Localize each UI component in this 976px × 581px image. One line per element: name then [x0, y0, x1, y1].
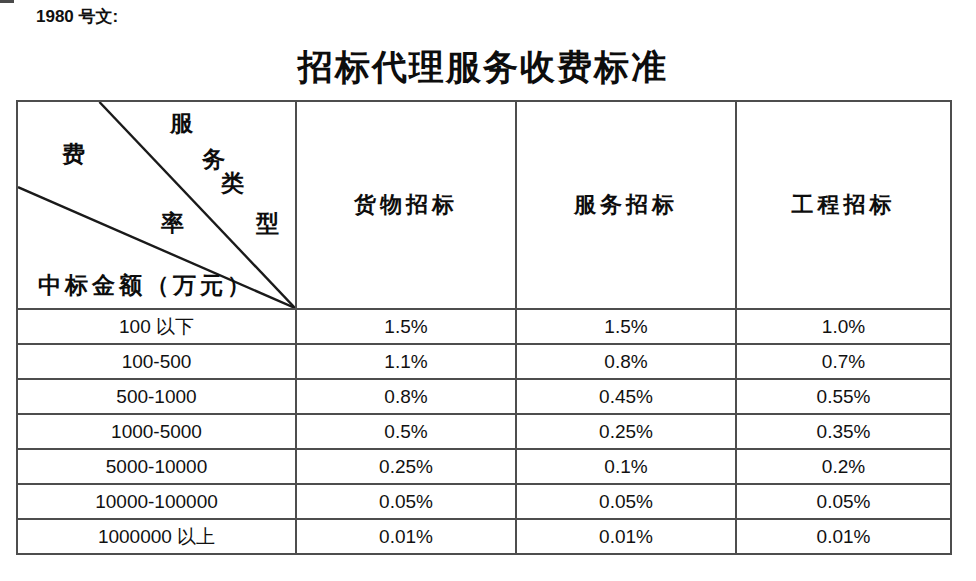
- page-corner-artifact: [0, 0, 14, 3]
- amount-range-cell: 10000-100000: [17, 484, 296, 519]
- table-row: 5000-10000 0.25% 0.1% 0.2%: [17, 449, 951, 484]
- rate-cell-engineering: 0.01%: [736, 519, 951, 554]
- amount-range-cell: 500-1000: [17, 379, 296, 414]
- rate-cell-engineering: 0.35%: [736, 414, 951, 449]
- rate-cell-engineering: 0.05%: [736, 484, 951, 519]
- rate-cell-goods: 0.25%: [296, 449, 516, 484]
- service-type-char-1: 服: [170, 112, 193, 135]
- table-header-row: 服 务 类 型 费 率 中标金额（万元） 货物招标 服务招标 工程招标: [17, 101, 951, 309]
- amount-range-cell: 1000000 以上: [17, 519, 296, 554]
- column-header-goods: 货物招标: [296, 101, 516, 309]
- rate-cell-service: 0.05%: [516, 484, 736, 519]
- table-row: 500-1000 0.8% 0.45% 0.55%: [17, 379, 951, 414]
- doc-number-label: 1980 号文:: [36, 5, 118, 28]
- rate-cell-service: 0.1%: [516, 449, 736, 484]
- amount-range-cell: 100 以下: [17, 309, 296, 344]
- service-type-char-2: 务: [202, 148, 225, 171]
- rate-cell-engineering: 0.55%: [736, 379, 951, 414]
- rate-cell-goods: 0.8%: [296, 379, 516, 414]
- amount-range-cell: 5000-10000: [17, 449, 296, 484]
- column-header-engineering: 工程招标: [736, 101, 951, 309]
- document-page: { "page": { "doc_number": "1980 号文:", "t…: [0, 0, 976, 581]
- rate-cell-engineering: 1.0%: [736, 309, 951, 344]
- table-row: 100 以下 1.5% 1.5% 1.0%: [17, 309, 951, 344]
- fee-standard-table: 服 务 类 型 费 率 中标金额（万元） 货物招标 服务招标 工程招标 100 …: [16, 100, 952, 555]
- service-type-char-3: 类: [221, 172, 244, 195]
- rate-cell-goods: 1.5%: [296, 309, 516, 344]
- rate-cell-engineering: 0.2%: [736, 449, 951, 484]
- amount-range-cell: 1000-5000: [17, 414, 296, 449]
- rate-cell-service: 0.45%: [516, 379, 736, 414]
- amount-range-cell: 100-500: [17, 344, 296, 379]
- rate-cell-goods: 1.1%: [296, 344, 516, 379]
- table-row: 100-500 1.1% 0.8% 0.7%: [17, 344, 951, 379]
- table-row: 10000-100000 0.05% 0.05% 0.05%: [17, 484, 951, 519]
- page-title: 招标代理服务收费标准: [16, 44, 950, 91]
- table-row: 1000000 以上 0.01% 0.01% 0.01%: [17, 519, 951, 554]
- corner-header-content: 服 务 类 型 费 率 中标金额（万元）: [18, 102, 295, 308]
- rate-cell-engineering: 0.7%: [736, 344, 951, 379]
- service-type-char-4: 型: [256, 212, 279, 235]
- corner-header-cell: 服 务 类 型 费 率 中标金额（万元）: [17, 101, 296, 309]
- rate-cell-service: 0.8%: [516, 344, 736, 379]
- rate-cell-service: 0.01%: [516, 519, 736, 554]
- rate-cell-goods: 0.01%: [296, 519, 516, 554]
- rate-cell-goods: 0.05%: [296, 484, 516, 519]
- rate-cell-goods: 0.5%: [296, 414, 516, 449]
- rate-cell-service: 0.25%: [516, 414, 736, 449]
- amount-axis-label: 中标金额（万元）: [38, 270, 254, 301]
- fee-rate-char-2: 率: [161, 212, 184, 235]
- rate-cell-service: 1.5%: [516, 309, 736, 344]
- fee-rate-char-1: 费: [62, 143, 85, 166]
- column-header-service: 服务招标: [516, 101, 736, 309]
- table-row: 1000-5000 0.5% 0.25% 0.35%: [17, 414, 951, 449]
